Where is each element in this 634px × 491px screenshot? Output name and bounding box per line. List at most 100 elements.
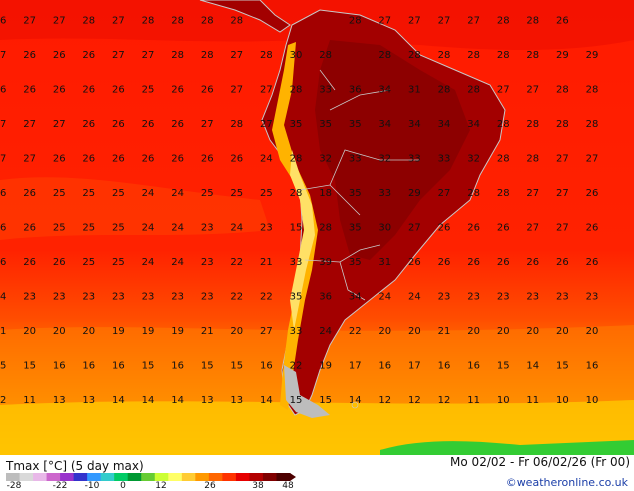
scale-swatch	[262, 473, 277, 481]
scale-swatch	[33, 473, 48, 481]
value-label: 27	[201, 119, 214, 130]
value-label: 16	[586, 361, 599, 372]
value-label: 22	[260, 292, 273, 303]
country-borders	[299, 69, 420, 301]
value-label: 23	[586, 292, 599, 303]
value-label: 31	[378, 257, 391, 268]
scale-swatch	[195, 473, 210, 481]
value-label: 28	[497, 154, 510, 165]
value-label: 27	[260, 85, 273, 96]
value-label: 22	[230, 257, 243, 268]
value-label: 10	[556, 395, 569, 406]
value-label: 28	[260, 50, 273, 61]
value-label: 27	[53, 16, 66, 27]
value-label: 26	[0, 257, 6, 268]
value-label: 19	[112, 326, 125, 337]
value-label: 13	[201, 395, 214, 406]
scale-swatch	[114, 473, 129, 481]
value-label: 15	[0, 361, 6, 372]
value-label: 20	[230, 326, 243, 337]
value-label: 28	[438, 85, 451, 96]
scale-swatch	[141, 473, 156, 481]
value-label: 33	[378, 188, 391, 199]
value-label: 27	[556, 154, 569, 165]
value-label: 28	[467, 188, 480, 199]
scale-tick-label: 48	[282, 481, 294, 491]
value-label: 35	[290, 292, 303, 303]
value-label: 14	[142, 395, 155, 406]
value-label: 25	[112, 188, 125, 199]
value-label: 28	[290, 85, 303, 96]
value-label: 35	[349, 119, 362, 130]
value-label: 23	[526, 292, 539, 303]
value-label: 34	[408, 119, 421, 130]
value-label: 27	[408, 16, 421, 27]
value-label: 29	[556, 50, 569, 61]
value-label: 28	[201, 50, 214, 61]
value-label: 29	[586, 50, 599, 61]
scale-swatch	[46, 473, 61, 481]
value-label: 23	[53, 292, 66, 303]
value-label: 33	[290, 326, 303, 337]
value-label: 19	[319, 361, 332, 372]
value-label: 26	[53, 154, 66, 165]
value-label: 26	[586, 223, 599, 234]
value-label: 24	[142, 257, 155, 268]
value-label: 27	[526, 188, 539, 199]
value-label: 22	[290, 361, 303, 372]
value-label: 10	[497, 395, 510, 406]
value-label: 32	[467, 154, 480, 165]
value-label: 27	[112, 16, 125, 27]
value-label: 33	[290, 257, 303, 268]
map-title: Tmax [°C] (5 day max)	[6, 459, 144, 473]
value-label: 26	[586, 257, 599, 268]
scale-tick-label: -22	[52, 481, 68, 491]
value-label: 23	[260, 223, 273, 234]
value-label: 16	[467, 361, 480, 372]
value-label: 20	[526, 326, 539, 337]
value-label: 28	[556, 119, 569, 130]
value-label: 16	[82, 361, 95, 372]
value-label: 28	[586, 85, 599, 96]
value-label: 34	[349, 292, 362, 303]
value-label: 28	[438, 50, 451, 61]
value-label: 17	[349, 361, 362, 372]
value-label: 24	[142, 223, 155, 234]
value-label: 27	[23, 119, 36, 130]
value-label: 14	[349, 395, 362, 406]
value-label: 27	[556, 188, 569, 199]
scale-swatch	[208, 473, 223, 481]
value-label: 30	[378, 223, 391, 234]
scale-swatch	[87, 473, 102, 481]
value-label: 26	[112, 154, 125, 165]
value-label: 13	[82, 395, 95, 406]
value-label: 20	[556, 326, 569, 337]
value-label: 28	[319, 223, 332, 234]
value-label: 26	[82, 154, 95, 165]
value-label: 25	[53, 188, 66, 199]
value-label: 28	[290, 154, 303, 165]
value-label: 27	[0, 154, 6, 165]
value-label: 11	[467, 395, 480, 406]
value-label: 27	[260, 326, 273, 337]
value-label: 28	[378, 50, 391, 61]
value-label: 20	[53, 326, 66, 337]
value-label: 25	[82, 257, 95, 268]
value-label: 26	[23, 85, 36, 96]
scale-swatch	[154, 473, 169, 481]
value-label: 32	[378, 154, 391, 165]
value-label: 27	[408, 223, 421, 234]
value-label: 25	[112, 223, 125, 234]
value-label: 27	[260, 119, 273, 130]
value-label: 28	[526, 50, 539, 61]
value-label: 26	[142, 154, 155, 165]
credit-link[interactable]: ©weatheronline.co.uk	[505, 476, 628, 489]
value-label: 26	[526, 257, 539, 268]
value-label: 26	[171, 85, 184, 96]
value-label: 10	[586, 395, 599, 406]
value-label: 25	[82, 188, 95, 199]
value-label: 27	[586, 154, 599, 165]
value-label: 14	[260, 395, 273, 406]
value-label: 26	[0, 223, 6, 234]
scale-tick-label: 26	[204, 481, 216, 491]
